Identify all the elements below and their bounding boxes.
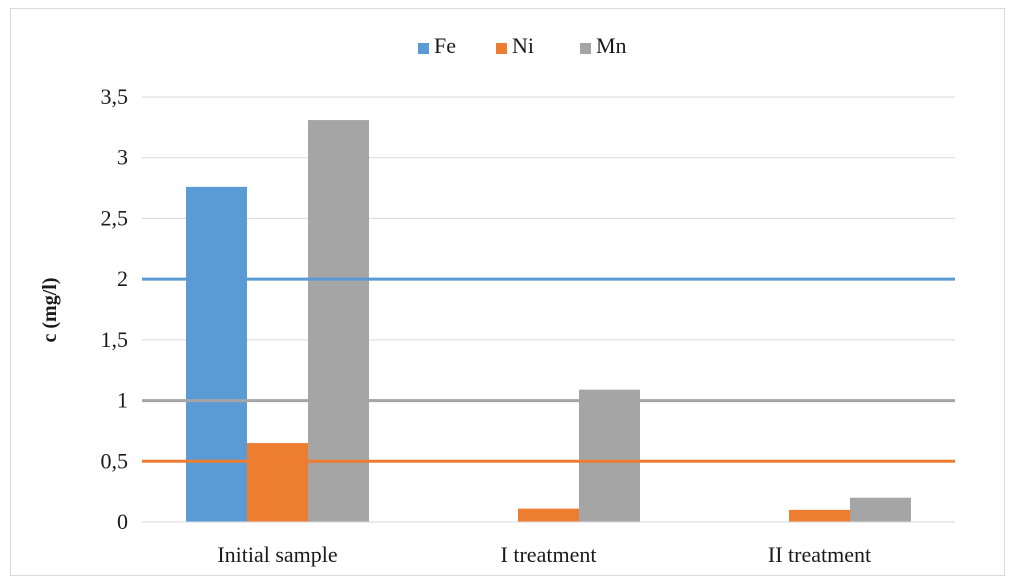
bar-mn [850, 497, 911, 522]
legend: Fe Ni Mn [418, 33, 627, 58]
bar-mn [308, 120, 369, 523]
legend-swatch-mn [580, 43, 591, 54]
axes: 0 0,5 1 1,5 2 2,5 3 3,5 Initial sample I treatmen… [101, 84, 955, 567]
x-category-label: Initial sample [217, 542, 337, 567]
legend-swatch-fe [418, 43, 429, 54]
legend-swatch-ni [496, 43, 507, 54]
x-category-label: II treatment [768, 542, 871, 567]
bar-ni [518, 508, 579, 522]
y-tick-label: 1,5 [101, 327, 129, 352]
reference-lines [142, 277, 955, 463]
y-tick-label: 2,5 [101, 205, 129, 230]
chart-frame [10, 8, 1005, 576]
legend-label-fe: Fe [434, 33, 456, 58]
y-tick-label: 0 [117, 509, 128, 534]
x-category-label: I treatment [501, 542, 597, 567]
legend-label-ni: Ni [512, 33, 534, 58]
bar-ni [247, 443, 308, 522]
y-tick-label: 1 [117, 388, 128, 413]
legend-label-mn: Mn [596, 33, 627, 58]
y-axis-label: c (mg/l) [39, 278, 61, 343]
bar-mn [579, 389, 640, 522]
bar-fe [186, 186, 247, 522]
y-tick-label: 3 [117, 145, 128, 170]
y-tick-label: 2 [117, 266, 128, 291]
bars [186, 120, 911, 523]
bar-ni [789, 509, 850, 522]
y-tick-label: 0,5 [101, 448, 129, 473]
y-tick-label: 3,5 [101, 84, 129, 109]
